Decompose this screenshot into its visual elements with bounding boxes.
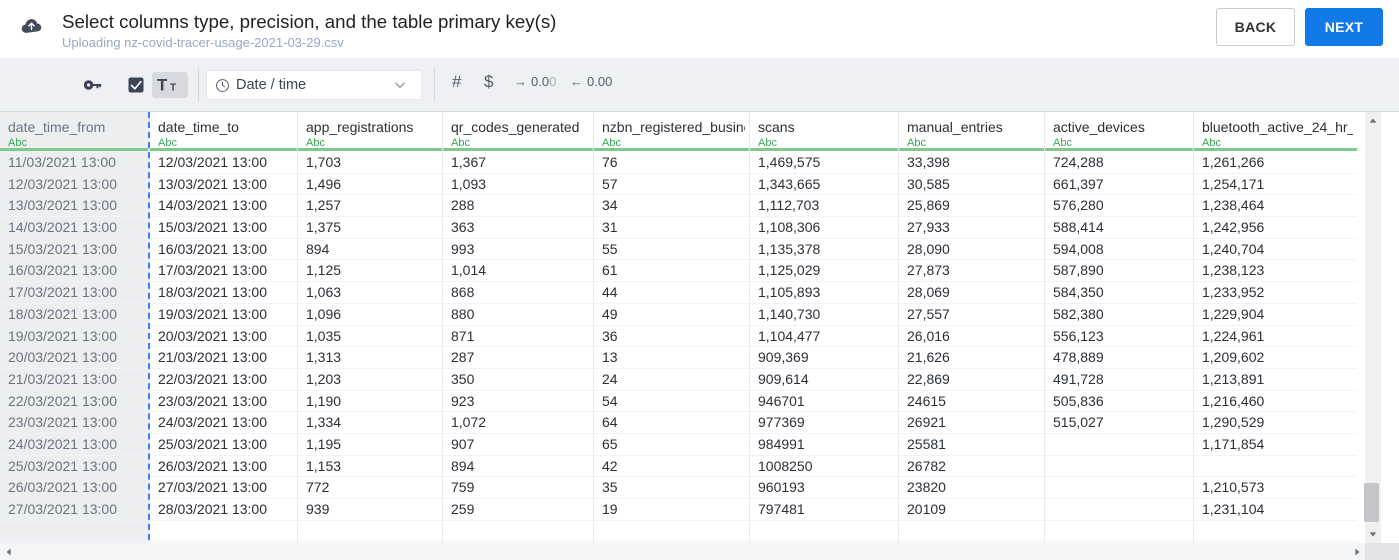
svg-text:T: T	[157, 75, 168, 94]
svg-text:T: T	[170, 82, 176, 93]
